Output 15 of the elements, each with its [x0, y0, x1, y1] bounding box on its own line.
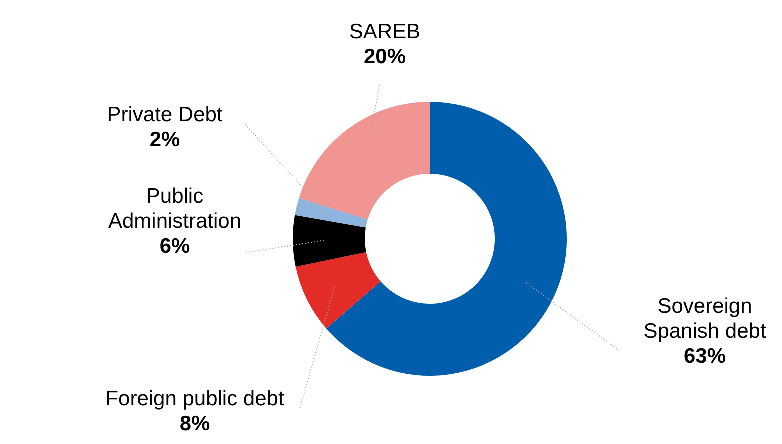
data-label: 8%	[180, 412, 210, 436]
data-label: 2%	[150, 128, 180, 152]
slice-label: Public Administration	[108, 185, 242, 233]
data-label: 63%	[684, 345, 726, 368]
donut-slice	[293, 215, 366, 268]
slice-label: Private Debt	[107, 104, 223, 126]
slice-label: Foreign public debt	[106, 388, 284, 410]
donut-slice	[326, 102, 567, 376]
data-label: 6%	[160, 235, 190, 258]
slice-label: SAREB	[349, 20, 421, 44]
slice-label: Sovereign Spanish debt	[644, 295, 766, 343]
donut-slice	[295, 198, 368, 228]
donut-slice	[296, 252, 381, 329]
donut-slice	[299, 102, 430, 220]
data-label: 20%	[364, 46, 406, 68]
